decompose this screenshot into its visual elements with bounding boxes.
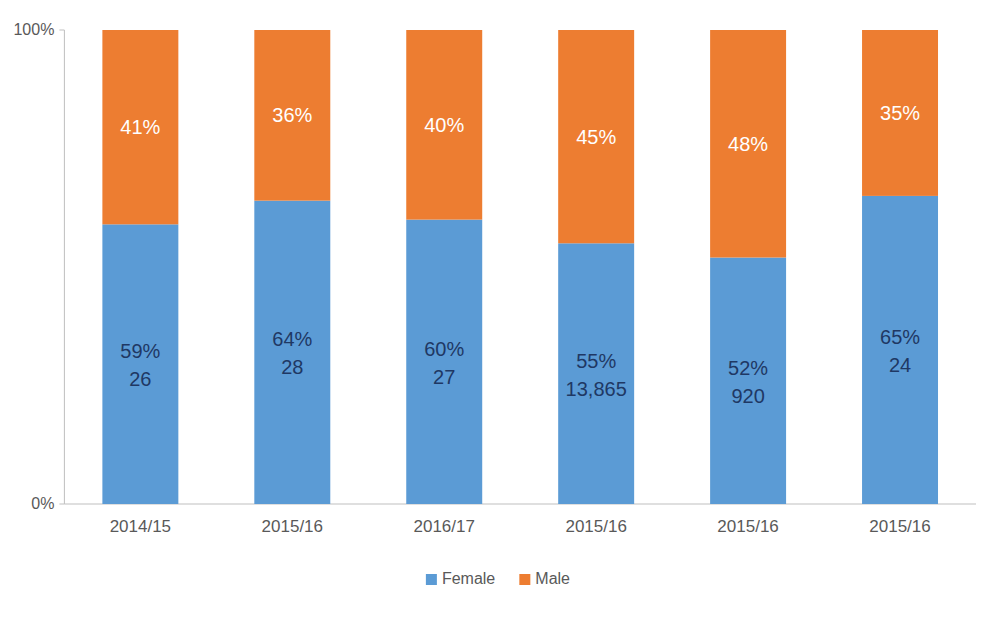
x-tick-label: 2015/16 bbox=[869, 517, 930, 536]
y-tick bbox=[59, 504, 64, 505]
legend: Female Male bbox=[426, 570, 570, 587]
count-label: 26 bbox=[129, 368, 151, 390]
x-tick-label: 2016/17 bbox=[414, 517, 475, 536]
data-label: 35% bbox=[880, 102, 920, 124]
bar bbox=[406, 30, 482, 220]
legend-swatch bbox=[519, 574, 530, 585]
x-tick-label: 2015/16 bbox=[565, 517, 626, 536]
y-tick bbox=[59, 30, 64, 31]
count-label: 920 bbox=[731, 385, 764, 407]
bar bbox=[558, 243, 634, 504]
bar bbox=[710, 30, 786, 258]
y-tick-label: 0% bbox=[31, 495, 54, 512]
data-label: 36% bbox=[272, 104, 312, 126]
count-label: 28 bbox=[281, 356, 303, 378]
data-label: 65% bbox=[880, 326, 920, 348]
legend-swatch bbox=[426, 574, 437, 585]
bar bbox=[406, 220, 482, 504]
data-label: 41% bbox=[120, 116, 160, 138]
legend-label: Female bbox=[442, 570, 495, 587]
x-tick-label: 2015/16 bbox=[717, 517, 778, 536]
x-tick-label: 2014/15 bbox=[110, 517, 171, 536]
chart: 0% 100% 59% 26 64% 28 60% 27 55% 13,865 52% 920 65% 2… bbox=[0, 0, 996, 624]
count-label: 27 bbox=[433, 366, 455, 388]
data-label: 60% bbox=[424, 338, 464, 360]
count-label: 13,865 bbox=[566, 378, 627, 400]
data-label: 64% bbox=[272, 328, 312, 350]
background bbox=[0, 0, 996, 624]
data-label: 52% bbox=[728, 357, 768, 379]
count-label: 24 bbox=[889, 354, 911, 376]
x-axis bbox=[64, 504, 976, 505]
y-axis bbox=[64, 30, 65, 504]
bars bbox=[102, 30, 938, 504]
bar bbox=[862, 196, 938, 504]
legend-label: Male bbox=[535, 570, 570, 587]
bar bbox=[558, 30, 634, 243]
y-tick-label: 100% bbox=[13, 21, 54, 38]
bar bbox=[710, 258, 786, 504]
data-label: 45% bbox=[576, 126, 616, 148]
bar bbox=[102, 30, 178, 224]
data-label: 40% bbox=[424, 114, 464, 136]
bar bbox=[254, 30, 330, 201]
bar bbox=[862, 30, 938, 196]
x-tick-label: 2015/16 bbox=[262, 517, 323, 536]
bar bbox=[254, 201, 330, 504]
bar bbox=[102, 224, 178, 504]
data-label: 55% bbox=[576, 350, 616, 372]
data-label: 59% bbox=[120, 340, 160, 362]
data-label: 48% bbox=[728, 133, 768, 155]
data-labels: 59% 26 64% 28 60% 27 55% 13,865 52% 920 65% 24 41% 36… bbox=[120, 102, 920, 407]
